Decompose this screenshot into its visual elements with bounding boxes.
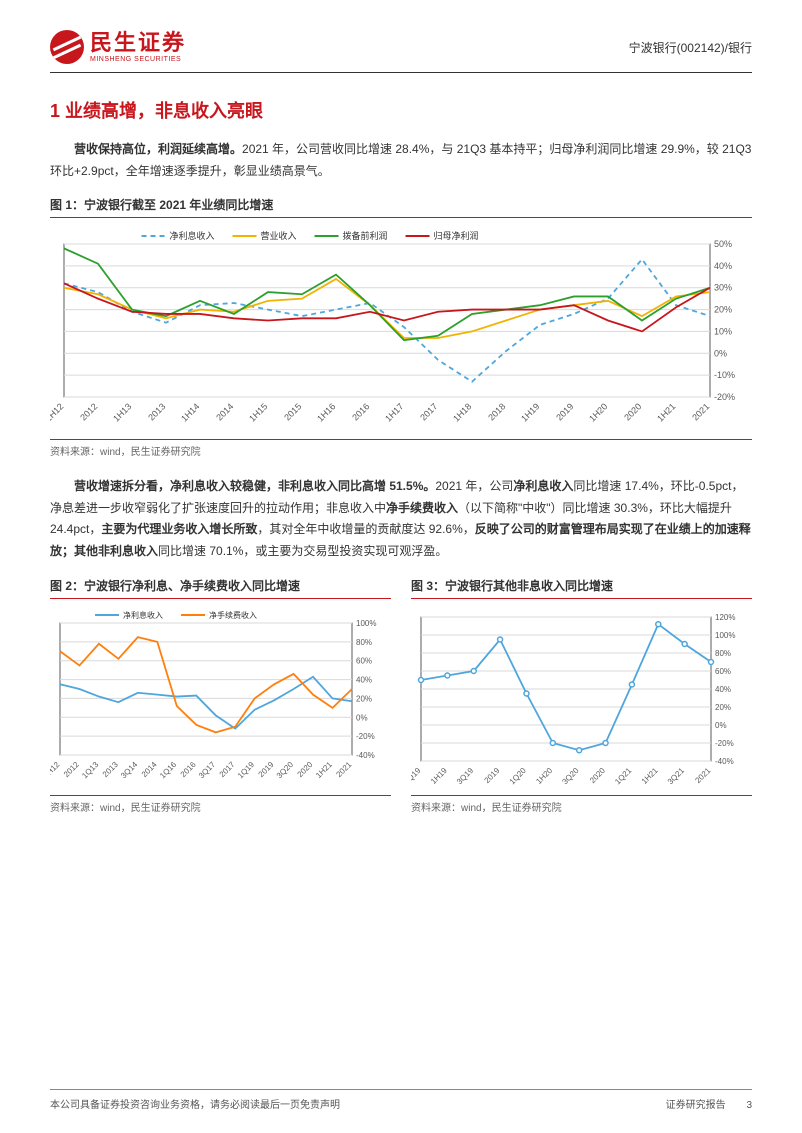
para-1: 营收保持高位，利润延续高增。2021 年，公司营收同比增速 28.4%，与 21…	[50, 139, 752, 182]
svg-text:净手续费收入: 净手续费收入	[209, 610, 257, 620]
svg-text:40%: 40%	[356, 675, 372, 684]
svg-text:40%: 40%	[715, 685, 731, 694]
svg-text:归母净利润: 归母净利润	[434, 230, 479, 241]
figure-1-source: 资料来源：wind，民生证券研究院	[50, 439, 752, 458]
figure-2-source: 资料来源：wind，民生证券研究院	[50, 795, 391, 814]
svg-text:30%: 30%	[714, 283, 732, 293]
figure-row: 图 2：宁波银行净利息、净手续费收入同比增速 -40% -20% 0% 20% 40% 6…	[50, 577, 752, 814]
para-2-lead: 营收增速拆分看，净利息收入较稳健，非利息收入同比高增 51.5%。	[74, 479, 435, 493]
svg-text:净利息收入: 净利息收入	[170, 230, 215, 241]
svg-text:50%: 50%	[714, 239, 732, 249]
footer-page-number: 3	[746, 1100, 752, 1111]
footer-report-type: 证券研究报告	[666, 1100, 726, 1111]
svg-text:40%: 40%	[714, 261, 732, 271]
svg-text:80%: 80%	[715, 649, 731, 658]
svg-text:拨备前利润: 拨备前利润	[343, 230, 388, 241]
svg-text:100%: 100%	[356, 619, 376, 628]
svg-text:0%: 0%	[356, 713, 368, 722]
svg-text:20%: 20%	[356, 694, 372, 703]
svg-text:60%: 60%	[356, 656, 372, 665]
svg-text:-10%: -10%	[714, 370, 735, 380]
figure-3-title: 图 3：宁波银行其他非息收入同比增速	[411, 577, 752, 599]
svg-text:100%: 100%	[715, 631, 735, 640]
logo-text-cn: 民生证券	[90, 32, 186, 54]
figure-1-title: 图 1：宁波银行截至 2021 年业绩同比增速	[50, 196, 752, 218]
svg-text:净利息收入: 净利息收入	[123, 610, 163, 620]
svg-text:-40%: -40%	[356, 751, 375, 760]
svg-text:-20%: -20%	[714, 392, 735, 402]
chart-1-svg: -20%-10%0%10%20%30%40%50%1H1220121H13201…	[50, 222, 750, 437]
chart-2-svg: -40%-20%0%20%40%60%80%100%1H1220121Q1320…	[50, 603, 390, 793]
svg-text:-40%: -40%	[715, 757, 734, 766]
svg-text:120%: 120%	[715, 613, 735, 622]
page-header: 民生证券 MINSHENG SECURITIES 宁波银行(002142)/银行	[50, 30, 752, 73]
logo-text-en: MINSHENG SECURITIES	[90, 56, 186, 63]
svg-text:0%: 0%	[714, 348, 727, 358]
section-title: 1 业绩高增，非息收入亮眼	[50, 97, 752, 123]
chart-3-svg: -40%-20%0%20%40%60%80%100%120%1Q191H193Q…	[411, 603, 751, 793]
svg-text:60%: 60%	[715, 667, 731, 676]
svg-text:80%: 80%	[356, 637, 372, 646]
para-1-lead: 营收保持高位，利润延续高增。	[74, 142, 242, 156]
svg-text:20%: 20%	[715, 703, 731, 712]
footer-disclaimer: 本公司具备证券投资咨询业务资格，请务必阅读最后一页免责声明	[50, 1096, 340, 1111]
svg-text:营业收入: 营业收入	[261, 230, 297, 241]
svg-text:0%: 0%	[715, 721, 727, 730]
svg-text:-20%: -20%	[715, 739, 734, 748]
logo: 民生证券 MINSHENG SECURITIES	[50, 30, 186, 64]
figure-1: 图 1：宁波银行截至 2021 年业绩同比增速 -20% -10% 0% 10% 20%…	[50, 196, 752, 458]
logo-icon	[50, 30, 84, 64]
stock-info: 宁波银行(002142)/银行	[629, 39, 752, 56]
para-2: 营收增速拆分看，净利息收入较稳健，非利息收入同比高增 51.5%。2021 年，…	[50, 476, 752, 562]
svg-text:-20%: -20%	[356, 732, 375, 741]
figure-2: 图 2：宁波银行净利息、净手续费收入同比增速 -40% -20% 0% 20% 40% 6…	[50, 577, 391, 814]
figure-3-source: 资料来源：wind，民生证券研究院	[411, 795, 752, 814]
figure-2-title: 图 2：宁波银行净利息、净手续费收入同比增速	[50, 577, 391, 599]
svg-text:10%: 10%	[714, 327, 732, 337]
page-footer: 本公司具备证券投资咨询业务资格，请务必阅读最后一页免责声明 证券研究报告 3	[50, 1089, 752, 1111]
svg-text:20%: 20%	[714, 305, 732, 315]
figure-3: 图 3：宁波银行其他非息收入同比增速 -40% -20% 0% 20% 40% 60% 80…	[411, 577, 752, 814]
